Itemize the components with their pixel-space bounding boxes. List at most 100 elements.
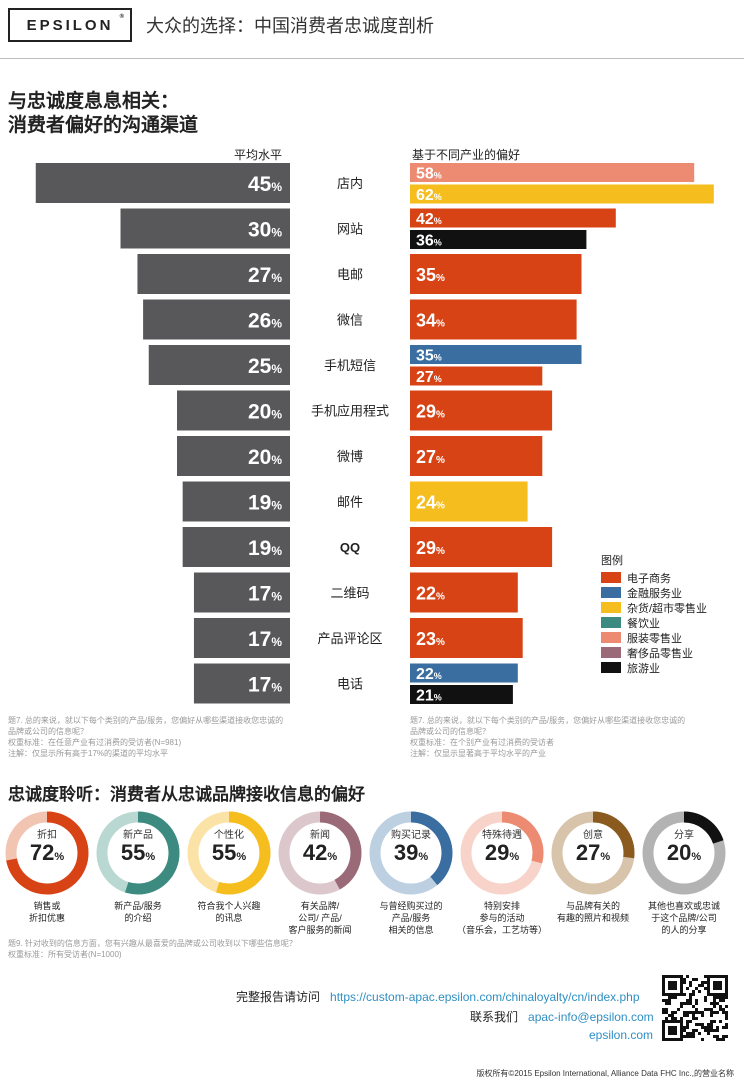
report-link[interactable]: https://custom-apac.epsilon.com/chinaloy… bbox=[330, 990, 640, 1004]
qr-module bbox=[683, 978, 686, 981]
donut-caption: 折扣 bbox=[37, 830, 57, 841]
donut-description-line: 有趣的照片和视频 bbox=[556, 913, 629, 923]
percent-sign: % bbox=[271, 590, 282, 604]
qr-module bbox=[686, 1026, 689, 1029]
percent-sign: % bbox=[434, 374, 442, 384]
donut-caption: 新产品 bbox=[123, 830, 153, 841]
qr-module bbox=[671, 996, 674, 999]
industry-bar bbox=[410, 163, 695, 182]
average-bar bbox=[182, 527, 290, 567]
qr-module bbox=[674, 1011, 677, 1014]
donut-description: 符合我个人兴趣 的讯息 bbox=[181, 900, 277, 924]
qr-module bbox=[680, 1005, 683, 1008]
average-bar bbox=[193, 618, 290, 658]
qr-module bbox=[698, 1011, 701, 1014]
percent-sign: % bbox=[434, 671, 442, 681]
email-link[interactable]: apac-info@epsilon.com bbox=[528, 1010, 654, 1024]
donut-description-line: 销售或 bbox=[33, 901, 61, 911]
industry-value-label: 62% bbox=[416, 187, 442, 204]
donut-ring bbox=[460, 811, 544, 895]
qr-module bbox=[689, 1032, 692, 1035]
qr-module bbox=[704, 975, 707, 978]
note-right-line: 权重标准：在个别产业有过消费的受访者 bbox=[410, 738, 554, 747]
donut-percent: 27% bbox=[575, 840, 611, 865]
qr-module bbox=[689, 981, 692, 984]
category-label: 手机应用程式 bbox=[311, 404, 389, 419]
qr-module bbox=[692, 1029, 695, 1032]
donut-chart: 个性化 55% 符合我个人兴趣 的讯息 bbox=[186, 810, 272, 923]
qr-module bbox=[695, 1002, 698, 1005]
qr-module bbox=[704, 987, 707, 990]
qr-module bbox=[695, 1023, 698, 1026]
qr-module bbox=[662, 999, 665, 1002]
industry-value-label: 42% bbox=[416, 211, 442, 228]
donut-chart: 折扣 72% 销售或 折扣优惠 bbox=[4, 810, 90, 923]
percent-sign: % bbox=[145, 851, 156, 863]
site-link[interactable]: epsilon.com bbox=[589, 1028, 654, 1042]
donut-chart: 新闻 42% 有关品牌/公司/ 产品/客户服务的新闻 bbox=[277, 810, 363, 935]
percent-sign: % bbox=[271, 544, 282, 558]
notes-left: 题7. 总的来说，就以下每个类别的产品/服务，您偏好从哪些渠道接收您忠诚的 品牌… bbox=[8, 715, 283, 759]
section2-note-1: 题9. 针对收到的信息方面，您有兴趣从最喜爱的品牌或公司收到以下哪些信息呢？ bbox=[8, 939, 297, 948]
qr-module bbox=[692, 1014, 695, 1017]
qr-module bbox=[719, 1008, 722, 1011]
notes-right: 题7. 总的来说，就以下每个类别的产品/服务，您偏好从哪些渠道接收您忠诚的 品牌… bbox=[410, 715, 685, 759]
donut-percent: 42% bbox=[302, 840, 338, 865]
qr-module bbox=[692, 1035, 695, 1038]
donut-description: 其他也喜欢或忠诚 于这个品牌/公司 的人的分享 bbox=[636, 900, 732, 936]
average-bar bbox=[193, 663, 290, 704]
industry-bar bbox=[410, 572, 518, 613]
qr-module bbox=[671, 1011, 674, 1014]
donut-description-line: 的介绍 bbox=[124, 913, 152, 923]
qr-module bbox=[701, 981, 704, 984]
donut-description-line: 符合我个人兴趣 bbox=[197, 901, 261, 911]
donut-percent: 20% bbox=[666, 840, 702, 865]
section1-title-line2: 消费者偏好的沟通渠道 bbox=[8, 115, 199, 136]
percent-sign: % bbox=[271, 271, 282, 285]
category-label: 产品评论区 bbox=[317, 631, 382, 646]
donut-chart: 购买记录 39% 与曾经购买过的 产品/服务 相关的信息 bbox=[368, 810, 454, 935]
average-column-label: 平均水平 bbox=[234, 148, 283, 162]
qr-module bbox=[701, 1011, 704, 1014]
category-label: QQ bbox=[340, 540, 360, 555]
average-bar bbox=[177, 436, 290, 476]
qr-module bbox=[692, 1017, 695, 1020]
average-bar bbox=[120, 208, 290, 249]
average-bar bbox=[35, 163, 290, 203]
industry-value-label: 27% bbox=[416, 369, 442, 386]
logo-text: EPSILON bbox=[26, 16, 114, 34]
qr-module bbox=[686, 987, 689, 990]
qr-module bbox=[692, 1032, 695, 1035]
qr-module bbox=[707, 1026, 710, 1029]
donut-description-line: 有关品牌/ bbox=[300, 901, 340, 911]
legend-item-label: 旅游业 bbox=[627, 661, 660, 675]
qr-code-icon bbox=[662, 975, 728, 1041]
donut-ring bbox=[551, 811, 635, 895]
industry-bar bbox=[410, 481, 528, 522]
industry-bar bbox=[410, 254, 582, 294]
header-divider bbox=[0, 58, 744, 59]
qr-module bbox=[725, 1017, 728, 1020]
average-bar bbox=[182, 481, 290, 522]
category-label: 二维码 bbox=[330, 586, 369, 601]
qr-module bbox=[665, 999, 668, 1002]
qr-module bbox=[725, 1023, 728, 1026]
donut-ring bbox=[187, 811, 271, 895]
qr-module bbox=[725, 1005, 728, 1008]
donut-description-line: 与品牌有关的 bbox=[565, 901, 620, 911]
qr-module bbox=[683, 1026, 686, 1029]
qr-module bbox=[674, 996, 677, 999]
donut-description-line: 的人的分享 bbox=[661, 925, 707, 935]
category-label: 电话 bbox=[337, 677, 363, 692]
average-bar bbox=[193, 572, 290, 613]
category-label: 网站 bbox=[337, 222, 363, 237]
contact-label: 联系我们 bbox=[470, 1010, 519, 1024]
percent-sign: % bbox=[509, 851, 520, 863]
percent-sign: % bbox=[54, 851, 65, 863]
qr-module bbox=[713, 999, 716, 1002]
qr-module bbox=[719, 1038, 722, 1041]
qr-module bbox=[695, 999, 698, 1002]
industry-bar bbox=[410, 390, 553, 431]
donut-chart: 特殊待遇 29% 特别安排 参与的活动 （音乐会，工艺坊等） bbox=[457, 810, 547, 935]
legend-swatch bbox=[601, 572, 621, 583]
